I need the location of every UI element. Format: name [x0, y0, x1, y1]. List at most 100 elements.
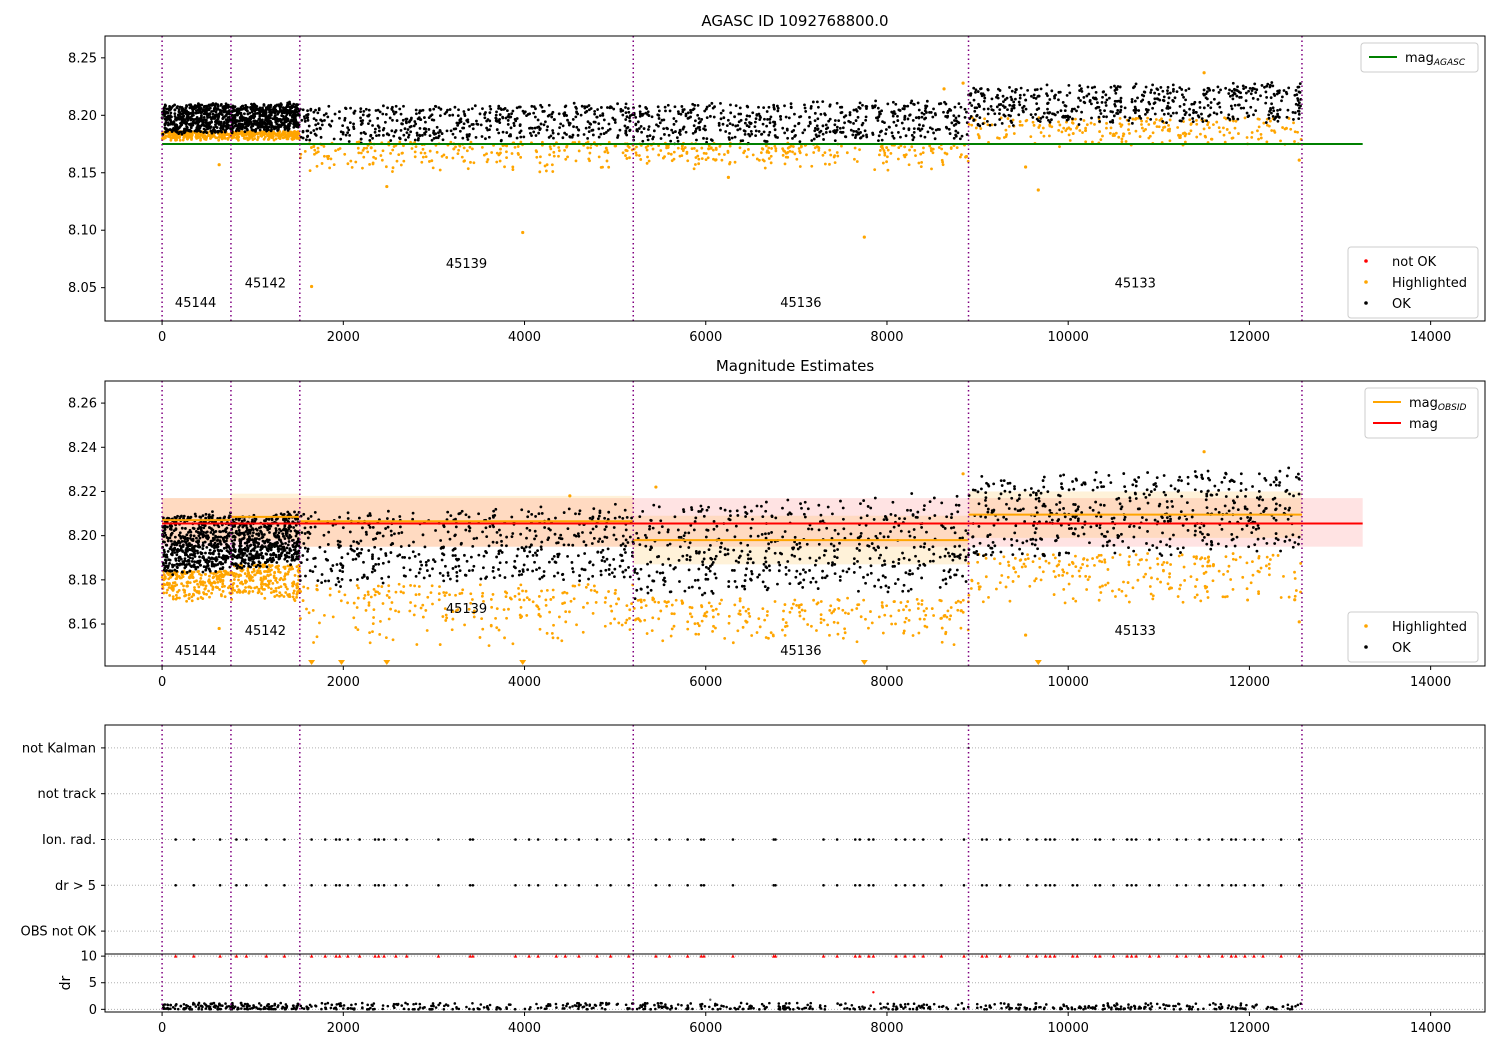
ok-point — [678, 133, 682, 136]
ok-point — [378, 129, 381, 133]
ok-point — [808, 120, 812, 124]
ok-point — [762, 106, 766, 110]
ok-point — [196, 111, 200, 114]
highlighted-point — [621, 151, 625, 155]
ok-point — [1296, 97, 1300, 100]
ok-point — [1294, 102, 1298, 106]
ok-point — [404, 117, 408, 121]
highlighted-point — [1031, 120, 1035, 124]
ok-point — [196, 565, 200, 569]
ok-point — [963, 116, 967, 119]
highlighted-point — [239, 581, 242, 585]
ok-point — [912, 127, 916, 131]
ok-point — [170, 563, 174, 567]
ok-point — [783, 131, 787, 135]
highlighted-point — [774, 149, 778, 153]
ok-point — [699, 120, 702, 123]
highlighted-point — [233, 575, 237, 578]
highlighted-point — [931, 147, 935, 151]
highlighted-point — [182, 584, 185, 588]
ok-point — [803, 106, 807, 110]
ok-point — [957, 114, 961, 118]
ok-point — [254, 129, 257, 133]
highlighted-point — [728, 144, 732, 148]
highlighted-point — [511, 165, 515, 169]
ok-point — [282, 117, 286, 120]
ok-point — [453, 136, 457, 139]
ok-point — [212, 530, 216, 534]
ok-point — [1167, 96, 1171, 100]
ok-point — [847, 119, 851, 123]
ok-point — [166, 111, 170, 115]
highlighted-point — [853, 157, 856, 161]
ok-point — [776, 106, 780, 110]
ok-point — [505, 109, 509, 113]
agasc-axes: 0 2000 4000 6000 8000 10000 12000 140008.058.10… — [68, 51, 1451, 345]
ok-point — [533, 126, 537, 130]
ok-point — [391, 118, 394, 122]
ok-point — [374, 109, 378, 112]
ok-point — [211, 536, 215, 540]
highlighted-point — [781, 153, 785, 157]
highlighted-point — [226, 572, 229, 576]
ok-point — [662, 118, 666, 122]
highlighted-point — [275, 565, 278, 568]
highlighted-point — [1183, 140, 1187, 144]
highlighted-point — [244, 586, 247, 589]
ok-point — [986, 88, 990, 92]
ok-point — [467, 134, 471, 138]
ok-point — [183, 557, 187, 561]
ok-point — [389, 139, 393, 142]
ok-point — [880, 129, 883, 133]
ok-point — [211, 510, 214, 514]
ok-point — [1160, 108, 1164, 112]
ok-point — [413, 138, 417, 142]
ok-point — [367, 122, 370, 126]
ok-point — [579, 113, 583, 117]
ok-point — [1235, 94, 1239, 98]
ok-point — [760, 132, 763, 136]
ok-point — [742, 129, 746, 132]
highlighted-point — [1209, 137, 1213, 141]
highlighted-point — [1082, 119, 1086, 122]
highlighted-point — [1058, 123, 1062, 127]
highlighted-point — [199, 576, 203, 580]
highlighted-point — [221, 578, 225, 582]
ok-point — [944, 125, 948, 129]
ok-point — [815, 124, 819, 128]
highlighted-point — [274, 589, 278, 593]
ok-point — [224, 125, 228, 128]
ok-point — [813, 111, 817, 115]
highlighted-point — [1279, 139, 1282, 143]
ok-point — [803, 103, 806, 107]
ok-point — [1077, 123, 1081, 126]
highlighted-point — [1062, 126, 1066, 130]
ok-point — [279, 538, 282, 542]
ok-point — [920, 115, 924, 119]
highlighted-point — [219, 593, 223, 596]
ok-point — [1273, 117, 1276, 121]
ok-point — [169, 111, 173, 115]
highlighted-point — [805, 153, 808, 157]
ok-point — [925, 104, 929, 108]
ok-point — [1134, 82, 1138, 86]
ok-point — [975, 114, 979, 118]
ok-point — [170, 524, 174, 528]
highlighted-point — [1257, 125, 1261, 129]
ok-point — [471, 127, 475, 131]
ok-point — [253, 112, 257, 115]
highlighted-point — [237, 575, 241, 579]
highlighted-point — [635, 145, 638, 149]
ok-point — [1269, 96, 1273, 100]
highlighted-point — [1265, 140, 1269, 144]
ok-point — [681, 110, 685, 114]
ok-point — [175, 106, 179, 109]
ok-point — [1196, 114, 1200, 117]
ok-point — [1127, 119, 1131, 122]
highlighted-point — [207, 589, 210, 593]
ok-point — [1244, 91, 1248, 95]
ok-point — [813, 129, 817, 133]
ok-point — [177, 108, 181, 111]
ok-point — [1061, 100, 1065, 104]
highlighted-point — [1048, 134, 1051, 138]
